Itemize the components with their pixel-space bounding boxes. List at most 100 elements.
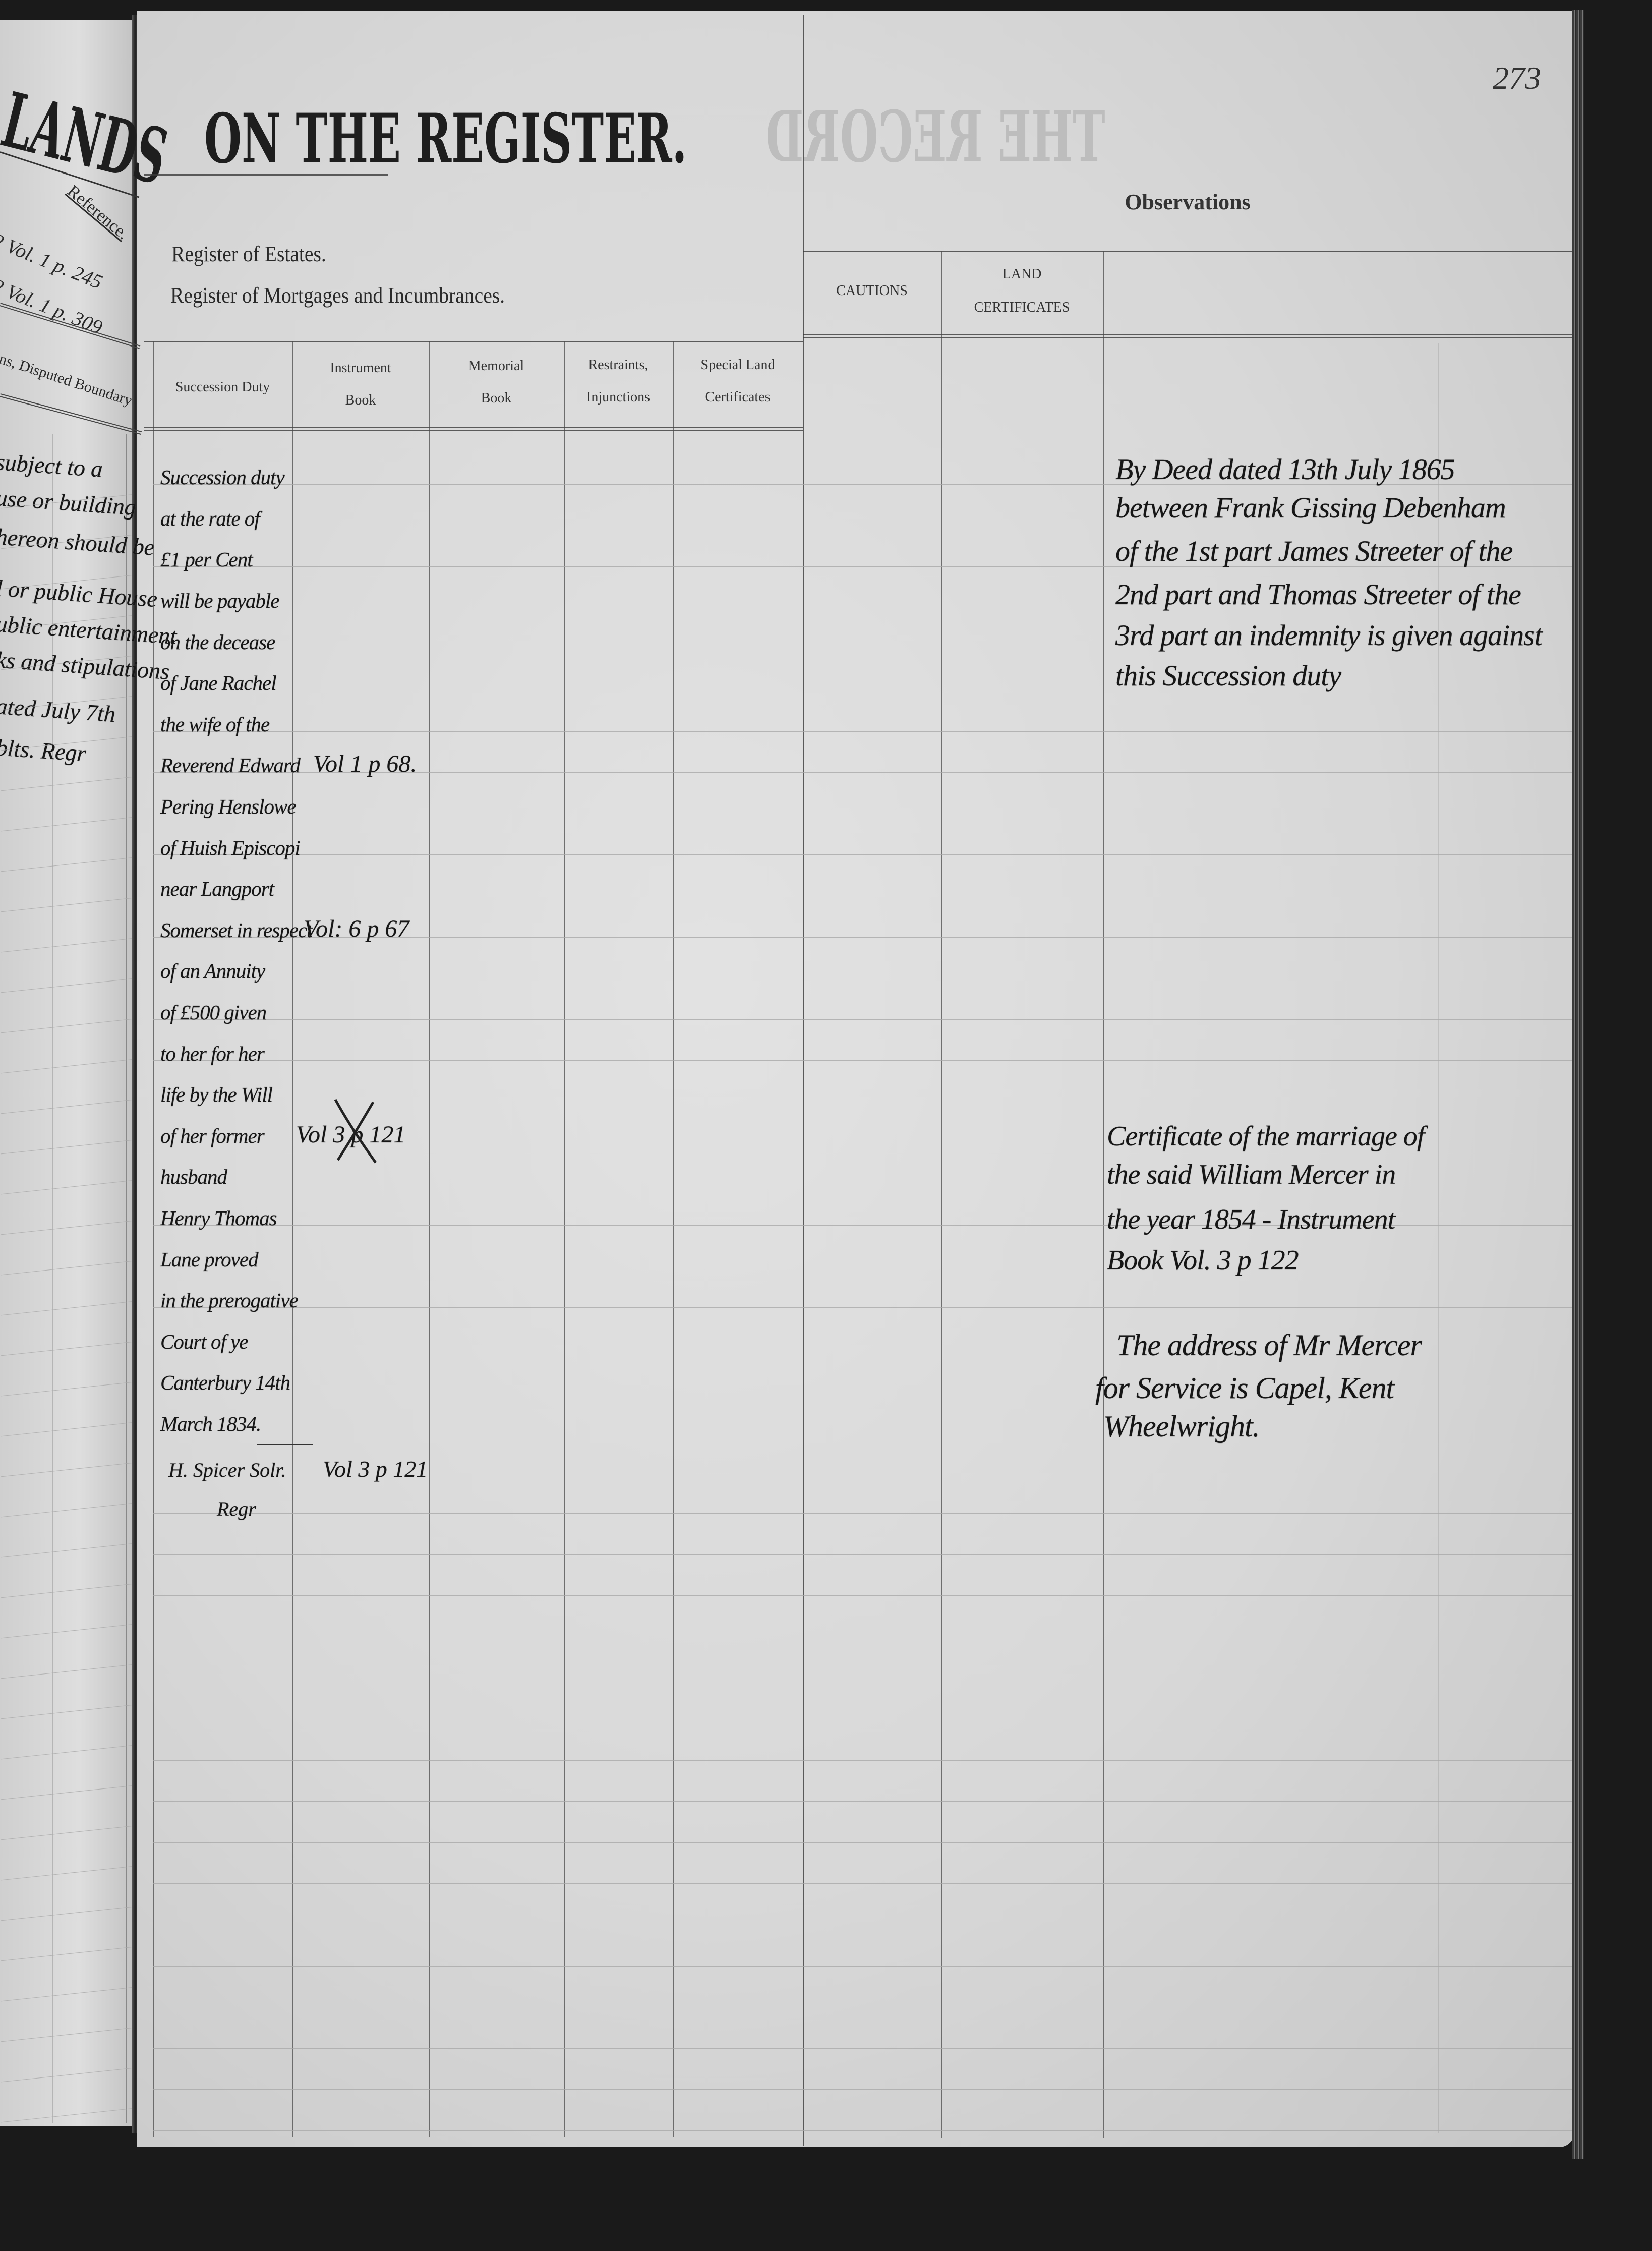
register-of-mortgages: Register of Mortgages and Incumbrances. <box>170 283 505 308</box>
succession-duty-line: of Huish Episcopi <box>160 836 301 859</box>
ruled-line <box>153 937 1572 938</box>
ruled-line <box>153 2089 1572 2090</box>
header-succession-duty: Succession Duty <box>175 379 270 395</box>
ruled-line <box>153 1225 1572 1226</box>
ruled-line <box>153 2130 1572 2131</box>
left-page <box>0 20 132 2126</box>
address-note-line: Wheelwright. <box>1103 1410 1260 1443</box>
instrument-book-entry: Vol 3 p 121 <box>323 1456 428 1482</box>
ruled-line <box>153 2048 1572 2049</box>
ruled-line <box>153 566 1572 567</box>
column-line <box>564 341 565 2137</box>
header-top-rule <box>144 341 803 342</box>
header-bottom-rule <box>144 427 803 428</box>
ruled-line <box>153 1513 1572 1514</box>
certificate-note-line: Certificate of the marriage of <box>1107 1121 1425 1152</box>
underline-mark <box>257 1444 313 1445</box>
header-land-certificates: LAND <box>1002 266 1042 282</box>
succession-duty-line: to her for her <box>160 1042 265 1065</box>
instrument-book-entry: Vol 1 p 68. <box>313 751 417 778</box>
ruled-line <box>153 854 1572 855</box>
succession-duty-line: Pering Henslowe <box>160 794 297 818</box>
header-restraints: Injunctions <box>586 389 650 405</box>
observations-heading: Observations <box>1125 190 1251 214</box>
header-bottom-rule <box>144 430 803 431</box>
column-line <box>1103 251 1104 2138</box>
succession-duty-line: at the rate of <box>160 506 260 530</box>
instrument-book-entry: Vol: 6 p 67 <box>304 915 409 942</box>
succession-duty-line: March 1834. <box>160 1412 261 1435</box>
column-line <box>429 341 430 2137</box>
header-memorial-book: Book <box>481 390 512 406</box>
header-restraints: Restraints, <box>588 357 648 373</box>
header-land-certificates: CERTIFICATES <box>974 300 1070 315</box>
deed-note-line: of the 1st part James Streeter of the <box>1115 534 1513 567</box>
ruled-line <box>153 1760 1572 1761</box>
ruled-line <box>153 1554 1572 1555</box>
header-memorial-book: Memorial <box>468 358 524 374</box>
right-page <box>137 11 1574 2147</box>
succession-duty-line: Succession duty <box>160 466 285 489</box>
succession-duty-line: of an Annuity <box>160 959 265 983</box>
ruled-line <box>153 484 1572 485</box>
header-special-land-certificates: Certificates <box>705 389 771 405</box>
ruled-line <box>153 772 1572 773</box>
left-column-line <box>52 434 53 2123</box>
column-line <box>673 341 674 2137</box>
ruled-line <box>153 1801 1572 1802</box>
title-rule <box>144 174 388 176</box>
column-line <box>153 341 154 2137</box>
succession-duty-line: of Jane Rachel <box>160 671 277 695</box>
succession-duty-line: husband <box>160 1165 227 1189</box>
address-note-line: for Service is Capel, Kent <box>1095 1371 1394 1405</box>
ruled-line <box>153 731 1572 732</box>
register-of-estates: Register of Estates. <box>171 242 326 266</box>
succession-duty-line: Reverend Edward <box>160 754 301 777</box>
succession-duty-line: of £500 given <box>160 1000 267 1024</box>
ruled-line <box>153 1595 1572 1596</box>
ruled-line <box>153 1966 1572 1967</box>
succession-duty-line: Canterbury 14th <box>160 1371 290 1395</box>
ruled-line <box>153 1883 1572 1884</box>
registrar-signature: H. Spicer Solr. <box>168 1459 286 1481</box>
deed-note-line: this Succession duty <box>1115 659 1341 692</box>
ruled-line <box>153 1060 1572 1061</box>
succession-duty-line: will be payable <box>160 589 280 612</box>
ruled-line <box>153 1019 1572 1020</box>
registrar-initials: Regr <box>217 1497 256 1520</box>
page-title: ON THE REGISTER. <box>204 98 687 179</box>
address-note-line: The address of Mr Mercer <box>1116 1329 1422 1362</box>
deed-note-line: By Deed dated 13th July 1865 <box>1115 452 1455 486</box>
column-line <box>292 341 293 2137</box>
succession-duty-line: in the prerogative <box>160 1289 299 1312</box>
cross-out-mark <box>334 1099 377 1164</box>
succession-duty-line: £1 per Cent <box>160 548 253 571</box>
book-gutter <box>132 15 138 2133</box>
deed-note-line: between Frank Gissing Debenham <box>1115 491 1506 524</box>
observations-bottom-rule <box>803 337 1572 338</box>
main-divider <box>803 15 804 2146</box>
ruled-line <box>153 1842 1572 1843</box>
succession-duty-line: on the decease <box>160 630 275 654</box>
succession-duty-line: Court of ye <box>160 1330 248 1353</box>
succession-duty-line: of her former <box>160 1124 265 1147</box>
succession-duty-line: Somerset in respect <box>160 918 313 942</box>
page-number: 273 <box>1493 60 1541 96</box>
header-instrument-book: Instrument <box>330 360 391 376</box>
succession-duty-line: near Langport <box>160 877 274 901</box>
bleed-through-title: THE RECORD <box>765 96 1105 179</box>
observations-bottom-rule <box>803 334 1572 335</box>
observations-top-rule <box>803 251 1572 252</box>
certificate-note-line: the year 1854 - Instrument <box>1107 1204 1395 1236</box>
ruled-line <box>153 1307 1572 1308</box>
page-block-edge <box>1572 10 1584 2159</box>
deed-note-line: 3rd part an indemnity is given against <box>1115 618 1543 652</box>
column-line <box>941 251 942 2138</box>
header-instrument-book: Book <box>345 392 376 408</box>
succession-duty-line: life by the Will <box>160 1083 273 1107</box>
certificate-note-line: Book Vol. 3 p 122 <box>1107 1245 1299 1277</box>
succession-duty-line: the wife of the <box>160 712 270 736</box>
column-line <box>1438 343 1439 2133</box>
left-column-line <box>126 434 127 2123</box>
